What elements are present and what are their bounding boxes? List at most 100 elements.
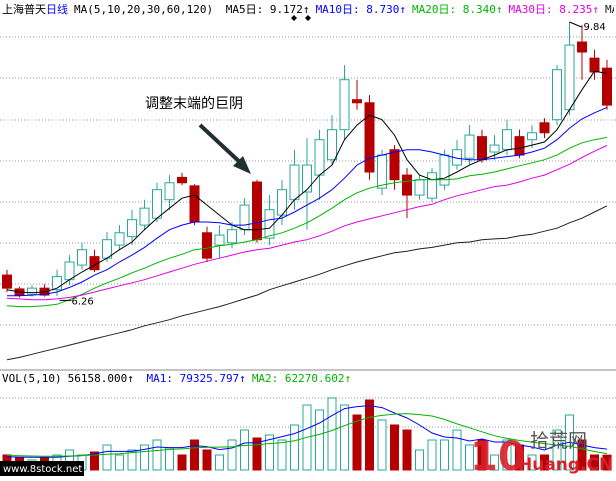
volume-value: 56158.000↑: [67, 372, 134, 385]
watermark-logo-text: 拾荒网: [530, 430, 587, 452]
ma-line: [6, 205, 608, 361]
volume-bar: [602, 454, 612, 471]
volume-bar: [452, 429, 462, 471]
volume-bar: [340, 404, 349, 471]
candle-body: [252, 181, 262, 241]
volume-bar: [190, 439, 199, 471]
legend-entry: MA30日: 8.235↑: [508, 3, 600, 16]
legend-entry: MA1: 79325.797↑: [146, 372, 246, 385]
candle-body: [577, 41, 587, 53]
candle-body: [27, 287, 37, 295]
candle-body: [202, 232, 212, 259]
stock-name: 上海普天: [2, 3, 46, 16]
candle-body: [239, 204, 250, 231]
volume-bar: [152, 439, 162, 471]
candle-body: [227, 229, 237, 244]
candle-body: [177, 176, 187, 184]
ma-line: [7, 106, 608, 297]
candle-body: [289, 164, 300, 201]
ma-line: [6, 405, 608, 458]
period: 日线: [46, 3, 68, 16]
volume-bar: [352, 414, 362, 471]
candle-body: [402, 174, 412, 196]
candle-body: [464, 134, 475, 159]
volume-bar: [252, 437, 262, 471]
candle-body: [552, 69, 562, 121]
candle-body: [164, 182, 175, 201]
candle-body: [489, 144, 500, 153]
candle-body: [77, 249, 87, 266]
candle-body: [152, 189, 162, 219]
annotation-arrowhead: [233, 156, 251, 174]
annotation-arrow: [198, 123, 246, 168]
legend-entry: MA5日: 9.172↑: [225, 3, 310, 16]
candle-body: [564, 44, 575, 111]
candle-body: [139, 207, 150, 226]
volume-bar: [327, 397, 337, 471]
legend-entry: MA2: 62270.602↑: [251, 372, 352, 385]
volume-bar: [527, 454, 537, 471]
volume-bar: [277, 439, 287, 471]
volume-header: VOL(5,10) 56158.000↑ MA1: 79325.797↑ MA2: …: [2, 372, 614, 385]
candle-body: [314, 139, 325, 176]
candle-body: [439, 154, 450, 186]
volume-bar: [215, 454, 224, 471]
ma-line: [6, 145, 608, 301]
volume-bar: [477, 439, 487, 471]
candle-body: [427, 172, 437, 199]
volume-bar: [265, 434, 274, 471]
legend-entry: MA60: [605, 3, 614, 16]
volume-bar: [465, 444, 474, 471]
watermark-logo-number: 10: [470, 434, 526, 480]
ma-line: [6, 413, 608, 457]
volume-title: VOL(5,10): [2, 372, 62, 385]
ma-line: [6, 136, 608, 308]
volume-bar: [402, 429, 412, 471]
volume-bar: [415, 449, 424, 471]
price-header: 上海普天日线 MA(5,10,20,30,60,120) MA5日: 9.172↑…: [2, 3, 614, 16]
min-label: 6.26: [72, 296, 94, 307]
watermark-box: [0, 461, 84, 476]
ma-line: [6, 70, 608, 294]
volume-bar: [102, 444, 112, 471]
volume-bar: [365, 399, 374, 471]
volume-bar: [540, 454, 549, 471]
candle-body: [602, 67, 612, 106]
volume-bar: [315, 409, 324, 471]
volume-bar: [227, 439, 237, 471]
candle-body: [214, 234, 225, 246]
candle-body: [64, 261, 75, 281]
indicator: MA(5,10,20,30,60,120): [74, 3, 214, 16]
volume-bar: [240, 429, 249, 471]
candle-body: [327, 129, 337, 161]
volume-bar: [90, 451, 99, 471]
volume-bar: [377, 419, 387, 471]
candle-body: [2, 274, 12, 289]
candle-body: [377, 154, 387, 189]
candle-body: [589, 57, 600, 73]
candle-body: [352, 99, 362, 104]
candle-body: [364, 102, 375, 173]
volume-bar: [440, 439, 449, 471]
candle-body: [102, 239, 112, 259]
annotation: 调整末端的巨阴: [145, 96, 243, 112]
candle-body: [527, 132, 537, 141]
volume-bar: [127, 449, 137, 471]
candle-body: [339, 79, 350, 131]
volume-bar: [427, 439, 437, 471]
volume-bar: [165, 447, 174, 471]
candle-body: [127, 219, 137, 238]
candle-body: [539, 122, 550, 134]
volume-bar: [590, 454, 599, 471]
max-label: 9.84: [584, 22, 606, 33]
max-leader: [569, 21, 582, 28]
candle-body: [264, 209, 275, 239]
volume-bar: [140, 444, 149, 471]
volume-bar: [577, 439, 587, 471]
candle-body: [302, 164, 312, 193]
volume-bar: [490, 454, 499, 471]
candle-body: [114, 232, 125, 246]
volume-bar: [177, 454, 187, 471]
volume-bar: [502, 439, 512, 471]
